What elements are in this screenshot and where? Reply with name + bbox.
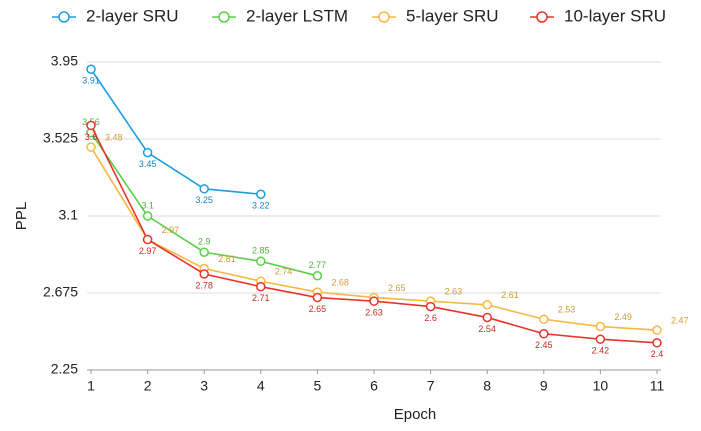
data-label: 2.65 (309, 304, 327, 314)
data-label: 3.45 (139, 159, 157, 169)
x-tick-label: 5 (314, 378, 322, 394)
data-label: 3.91 (82, 76, 100, 86)
data-label: 2.71 (252, 293, 270, 303)
data-label: 2.47 (671, 316, 689, 326)
data-point (482, 312, 492, 323)
data-point (142, 211, 153, 221)
data-point (86, 64, 96, 74)
data-label: 2.97 (139, 246, 157, 256)
legend-label: 2-layer LSTM (246, 6, 348, 25)
data-label: 2.77 (309, 260, 327, 270)
x-tick-label: 7 (427, 378, 435, 394)
x-tick-label: 11 (650, 378, 665, 394)
data-label: 3.6 (85, 132, 98, 142)
data-label: 2.53 (558, 305, 576, 315)
series-line (90, 68, 261, 196)
legend-label: 5-layer SRU (406, 6, 499, 25)
x-tick-label: 4 (257, 378, 265, 394)
x-tick-label: 1 (87, 378, 95, 394)
x-tick-label: 10 (593, 378, 609, 394)
data-label: 3.25 (195, 195, 213, 205)
y-tick-label: 2.25 (51, 361, 78, 377)
data-point (86, 142, 96, 152)
legend-marker (58, 11, 70, 23)
data-point (199, 184, 209, 194)
data-point (142, 234, 153, 245)
data-label: 2.4 (651, 349, 664, 359)
data-point (256, 256, 266, 267)
data-label: 2.85 (252, 246, 270, 256)
data-point (482, 300, 492, 310)
data-label: 2.42 (592, 346, 610, 356)
y-axis-label: PPL (13, 202, 30, 230)
x-axis-label: Epoch (394, 406, 437, 423)
data-point (652, 338, 662, 348)
legend-marker (378, 11, 390, 23)
data-label: 2.97 (162, 225, 180, 235)
legend-marker (536, 11, 548, 23)
data-label: 2.81 (218, 254, 236, 264)
data-point (256, 281, 266, 292)
data-point (312, 271, 323, 281)
x-tick-label: 9 (540, 378, 548, 394)
data-point (369, 296, 379, 306)
data-label: 2.65 (388, 283, 406, 293)
data-label: 3.22 (252, 201, 270, 211)
data-label: 2.6 (424, 313, 437, 323)
x-tick-label: 3 (200, 378, 208, 394)
data-point (312, 292, 323, 303)
legend-label: 2-layer SRU (86, 6, 179, 25)
data-label: 2.54 (478, 324, 496, 334)
data-point (425, 301, 436, 312)
data-point (199, 269, 209, 279)
data-label: 2.74 (275, 267, 293, 277)
y-tick-label: 3.525 (43, 130, 78, 146)
data-label: 2.63 (365, 308, 383, 318)
data-label: 2.68 (331, 277, 349, 287)
legend-label: 10-layer SRU (564, 6, 666, 25)
data-label: 2.61 (501, 290, 519, 300)
data-label: 3.48 (105, 133, 123, 143)
data-label: 2.49 (614, 312, 632, 322)
x-tick-label: 2 (144, 378, 152, 394)
y-tick-label: 3.95 (51, 53, 78, 69)
data-point (199, 247, 209, 257)
data-point (652, 325, 662, 335)
data-label: 3.1 (141, 200, 154, 210)
data-label: 2.9 (198, 237, 211, 247)
data-label: 2.78 (195, 280, 213, 290)
data-point (256, 189, 266, 200)
legend-marker (218, 11, 230, 23)
data-point (595, 334, 606, 344)
data-label: 2.63 (445, 287, 463, 297)
data-point (539, 314, 549, 325)
data-point (142, 147, 153, 158)
data-point (595, 321, 606, 332)
data-point (86, 120, 96, 131)
y-tick-label: 3.1 (59, 207, 79, 223)
x-tick-label: 8 (483, 378, 491, 394)
y-tick-label: 2.675 (43, 284, 78, 300)
data-point (539, 329, 549, 339)
x-tick-label: 6 (370, 378, 378, 394)
data-label: 2.45 (535, 340, 553, 350)
